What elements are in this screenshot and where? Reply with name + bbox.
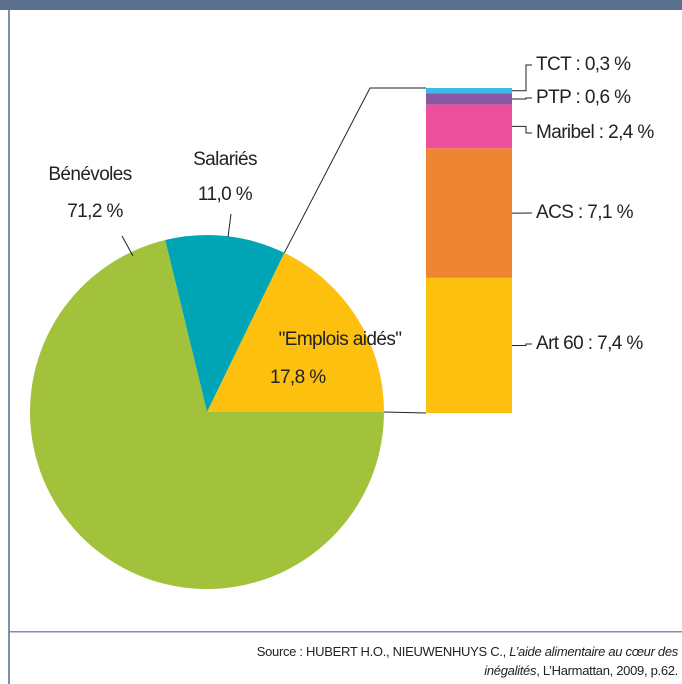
source: Source : HUBERT H.O., NIEUWENHUYS C., L’…	[248, 642, 679, 680]
source-title: L’aide alimentaire au cœur des inégalité…	[484, 644, 678, 678]
leader-line	[512, 97, 532, 100]
header-band	[0, 0, 682, 10]
bar-label: Art 60 : 7,4 %	[536, 333, 643, 354]
bar-segment	[426, 88, 512, 94]
bar-segment	[426, 104, 512, 149]
source-separator	[8, 631, 682, 633]
pie-value-label: 11,0 %	[198, 184, 253, 205]
source-prefix: Source : HUBERT H.O., NIEUWENHUYS C.,	[256, 644, 507, 659]
leader-line	[121, 235, 134, 257]
leader-line	[227, 213, 232, 238]
connector	[283, 87, 426, 254]
bar-segment	[426, 277, 512, 413]
leader-line	[512, 64, 532, 92]
leader-line	[512, 343, 532, 346]
pie-value-label: 17,8 %	[270, 367, 326, 388]
pie-slice	[165, 235, 285, 412]
pie-slice	[29, 240, 384, 589]
bar-label: PTP : 0,6 %	[536, 87, 631, 108]
bar-label: Maribel : 2,4 %	[536, 122, 654, 143]
leader-line	[512, 125, 532, 134]
left-border	[8, 10, 10, 684]
bar-segment	[426, 93, 512, 105]
connector	[383, 411, 427, 414]
bar-label: ACS : 7,1 %	[536, 202, 634, 223]
pie-label: Salariés	[193, 149, 257, 170]
bar-label: TCT : 0,3 %	[536, 54, 631, 75]
pie-slice	[207, 252, 384, 412]
bar-segment	[426, 148, 512, 278]
source-suffix: , L’Harmattan, 2009, p.62.	[536, 663, 678, 678]
pie-label: "Emplois aidés"	[279, 329, 402, 350]
pie-value-label: 71,2 %	[67, 201, 123, 222]
pie-label: Bénévoles	[48, 164, 131, 185]
